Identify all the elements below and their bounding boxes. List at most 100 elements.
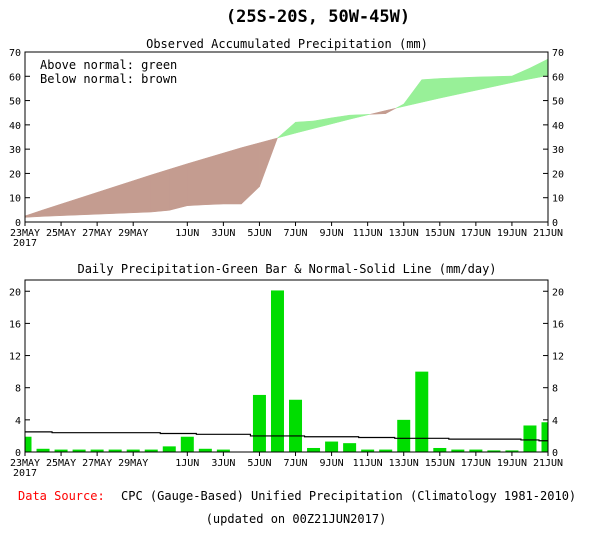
y-tick-label-left: 10 <box>9 194 21 205</box>
x-tick-label: 19JUN <box>497 458 527 469</box>
x-tick-label: 17JUN <box>461 228 491 239</box>
y-tick-label-right: 12 <box>552 352 564 363</box>
x-tick-label: 17JUN <box>461 458 491 469</box>
x-tick-label: 23MAY <box>10 228 40 239</box>
y-tick-label-left: 40 <box>9 121 21 132</box>
y-tick-label-right: 0 <box>552 448 558 459</box>
daily-bar <box>90 449 104 452</box>
y-tick-label-right: 40 <box>552 121 564 132</box>
updated-text: (updated on 00Z21JUN2017) <box>206 512 387 526</box>
x-tick-label: 1JUN <box>175 458 199 469</box>
above-normal-area <box>313 117 332 129</box>
below-normal-area <box>205 152 224 206</box>
daily-bar <box>487 450 501 452</box>
accumulated-plot-frame <box>24 51 549 223</box>
daily-bar <box>126 449 140 452</box>
daily-chart: Daily Precipitation-Green Bar & Normal-S… <box>9 262 564 479</box>
below-normal-area <box>24 209 44 218</box>
y-tick-label-right: 60 <box>552 72 564 83</box>
above-normal-area <box>457 76 477 95</box>
x-tick-label: 21JUN <box>533 458 563 469</box>
x-tick-label: 23MAY <box>10 458 40 469</box>
daily-bar <box>270 290 284 452</box>
y-tick-label-left: 0 <box>15 448 21 459</box>
below-normal-area <box>385 107 397 115</box>
above-normal-area <box>395 103 404 109</box>
daily-bar <box>25 436 32 452</box>
x-tick-label: 19JUN <box>497 228 527 239</box>
daily-bar <box>72 449 86 452</box>
daily-bar <box>397 419 411 452</box>
y-tick-label-left: 70 <box>9 48 21 59</box>
y-tick-label-left: 4 <box>15 416 21 427</box>
y-tick-label-right: 30 <box>552 145 564 156</box>
legend-above: Above normal: green <box>40 58 177 72</box>
year-label: 2017 <box>13 238 37 249</box>
below-normal-area <box>187 158 206 206</box>
x-tick-label: 21JUN <box>533 228 563 239</box>
y-tick-label-right: 0 <box>552 218 558 229</box>
x-tick-label: 11JUN <box>353 458 383 469</box>
x-tick-label: 9JUN <box>320 458 344 469</box>
y-tick-label-left: 60 <box>9 72 21 83</box>
daily-bar <box>289 399 303 452</box>
daily-bar <box>433 447 447 452</box>
x-tick-label: 13JUN <box>389 228 419 239</box>
below-normal-area <box>78 192 98 216</box>
daily-bar <box>325 441 339 452</box>
x-tick-label: 27MAY <box>82 458 112 469</box>
below-normal-area <box>241 142 260 205</box>
daily-bar <box>162 446 176 452</box>
x-tick-label: 9JUN <box>320 228 344 239</box>
above-normal-area <box>277 121 296 139</box>
above-normal-area <box>511 67 531 83</box>
daily-bar <box>541 422 548 452</box>
daily-bar <box>415 371 429 452</box>
below-normal-area <box>150 168 170 213</box>
y-tick-label-right: 8 <box>552 384 558 395</box>
data-source-text: CPC (Gauge-Based) Unified Precipitation … <box>121 489 576 503</box>
legend-below: Below normal: brown <box>40 72 177 86</box>
x-tick-label: 15JUN <box>425 458 455 469</box>
year-label: 2017 <box>13 468 37 479</box>
y-tick-label-right: 16 <box>552 319 564 330</box>
below-normal-area <box>42 203 62 217</box>
daily-bar <box>343 443 357 452</box>
below-normal-area <box>96 186 116 215</box>
accumulated-chart-title: Observed Accumulated Precipitation (mm) <box>146 37 428 51</box>
above-normal-area <box>349 114 368 120</box>
daily-bar <box>252 394 266 452</box>
daily-bar <box>379 449 393 452</box>
x-tick-label: 27MAY <box>82 228 112 239</box>
y-tick-label-right: 10 <box>552 194 564 205</box>
x-tick-label: 3JUN <box>211 458 235 469</box>
y-tick-label-left: 8 <box>15 384 21 395</box>
y-tick-label-right: 4 <box>552 416 558 427</box>
below-normal-area <box>223 147 242 205</box>
daily-bar <box>361 449 375 452</box>
x-tick-label: 7JUN <box>283 228 307 239</box>
x-tick-label: 29MAY <box>118 458 148 469</box>
x-tick-label: 7JUN <box>283 458 307 469</box>
x-tick-label: 11JUN <box>353 228 383 239</box>
below-normal-area <box>370 110 386 115</box>
x-tick-label: 25MAY <box>46 228 76 239</box>
above-normal-area <box>475 76 495 91</box>
below-normal-area <box>114 180 134 214</box>
daily-bar <box>523 425 537 452</box>
daily-bar <box>144 449 158 452</box>
data-source-label: Data Source: <box>18 489 105 503</box>
x-tick-label: 5JUN <box>247 458 271 469</box>
daily-plot-frame <box>24 279 549 453</box>
y-tick-label-left: 20 <box>9 287 21 298</box>
x-tick-label: 15JUN <box>425 228 455 239</box>
above-normal-area <box>403 78 423 107</box>
accumulated-chart: Observed Accumulated Precipitation (mm) … <box>9 37 564 249</box>
x-tick-label: 5JUN <box>247 228 271 239</box>
above-normal-area <box>421 78 441 103</box>
y-tick-label-left: 50 <box>9 97 21 108</box>
region-title: (25S-20S, 50W-45W) <box>226 7 410 27</box>
daily-bar <box>108 449 122 452</box>
x-tick-label: 25MAY <box>46 458 76 469</box>
